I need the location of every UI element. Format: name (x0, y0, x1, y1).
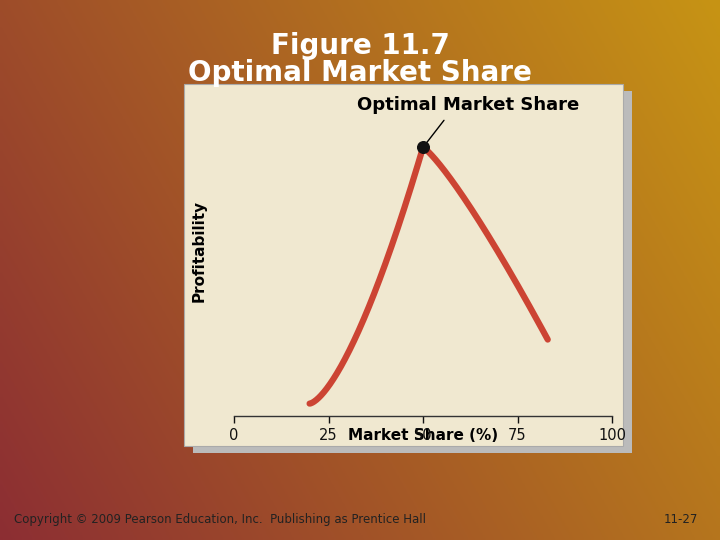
Bar (184, 84, 623, 445)
Text: Figure 11.7: Figure 11.7 (271, 32, 449, 60)
Text: Market Share (%): Market Share (%) (348, 428, 498, 443)
Text: Optimal Market Share: Optimal Market Share (357, 96, 580, 114)
Text: Copyright © 2009 Pearson Education, Inc.  Publishing as Prentice Hall: Copyright © 2009 Pearson Education, Inc.… (14, 513, 426, 526)
Point (417, 143, 428, 152)
Text: Optimal Market Share: Optimal Market Share (188, 59, 532, 87)
Bar (193, 91, 632, 453)
Text: Profitability: Profitability (192, 200, 207, 302)
Text: 11-27: 11-27 (664, 513, 698, 526)
